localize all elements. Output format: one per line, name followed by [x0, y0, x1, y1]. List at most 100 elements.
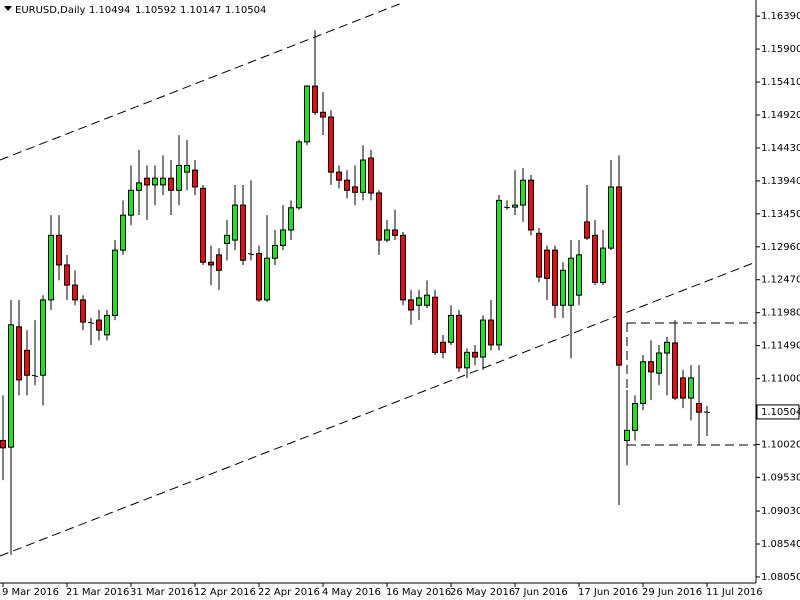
candle-body: [544, 249, 550, 279]
candle-body: [200, 187, 206, 263]
candle-body: [48, 234, 54, 301]
lower-channel-line: [0, 261, 757, 557]
candle-body: [56, 234, 62, 266]
candle-body: [560, 269, 566, 306]
x-tick-label: 26 May 2016: [450, 587, 515, 598]
candle-body: [632, 402, 638, 431]
y-tick-label: 1.11000: [761, 374, 800, 385]
price-box: [756, 404, 800, 420]
candle-body: [8, 324, 14, 448]
candle-body: [424, 294, 430, 306]
candle-body: [672, 342, 678, 399]
candle-body: [656, 352, 662, 374]
x-tick-label: 17 Jun 2016: [578, 587, 638, 598]
y-tick-label: 1.11490: [761, 341, 800, 352]
candle-body: [664, 341, 670, 354]
y-tick-label: 1.12960: [761, 242, 800, 253]
ohlc-close: 1.10504: [225, 5, 266, 16]
candle-body: [288, 207, 294, 231]
candle-body: [272, 244, 278, 259]
candle-body: [392, 229, 398, 236]
candle-body: [703, 411, 711, 414]
y-tick-label: 1.15410: [761, 77, 800, 88]
candle-body: [296, 141, 302, 209]
candle-body: [112, 249, 118, 316]
candle-body: [0, 439, 6, 449]
candle-body: [152, 177, 158, 186]
x-tick-label: 4 May 2016: [322, 587, 381, 598]
y-tick-label: 1.09030: [761, 506, 800, 517]
candle-body: [160, 177, 166, 186]
y-tick-label: 1.14430: [761, 143, 800, 154]
candle-body: [40, 299, 46, 376]
x-tick-label: 11 Jul 2016: [706, 587, 763, 598]
candle-body: [568, 257, 574, 306]
candle-body: [208, 261, 214, 266]
upper-channel-line: [0, 2, 403, 161]
candle-body: [216, 254, 222, 271]
candle-body: [120, 214, 126, 251]
candle-body: [72, 284, 78, 301]
candle-body: [360, 159, 366, 193]
candle-body: [552, 249, 558, 306]
candle-body: [600, 247, 606, 283]
x-tick-label: 22 Apr 2016: [258, 587, 320, 598]
candle-body: [96, 319, 102, 331]
candle-body: [136, 182, 142, 191]
y-tick-label: 1.16390: [761, 11, 800, 22]
candle-body: [184, 164, 190, 173]
candle-body: [680, 377, 686, 399]
candle-body: [344, 179, 350, 191]
y-tick-label: 1.13450: [761, 209, 800, 220]
candle-body: [280, 229, 286, 246]
candle-body: [64, 264, 70, 286]
y-tick-label: 1.10020: [761, 439, 800, 450]
candle-body: [480, 319, 486, 358]
menu-triangle[interactable]: [4, 6, 12, 11]
candle-body: [528, 179, 534, 231]
candle-body: [240, 204, 246, 261]
ohlc-high: 1.10592: [135, 5, 176, 16]
candle-body: [336, 171, 342, 181]
chart-title: EURUSD,Daily: [15, 5, 86, 16]
x-tick-label: 12 Apr 2016: [194, 587, 256, 598]
y-tick-label: 1.08540: [761, 539, 800, 550]
y-tick-label: 1.12470: [761, 275, 800, 286]
price-label: 1.10504: [761, 407, 800, 418]
candle-body: [520, 179, 526, 206]
x-tick-label: 31 Mar 2016: [130, 587, 193, 598]
candle-body: [440, 341, 446, 353]
candle-body: [576, 254, 582, 296]
candle-body: [176, 164, 182, 191]
candle-body: [320, 111, 326, 118]
candle-body: [144, 177, 150, 186]
candle-body: [87, 321, 95, 324]
x-tick-label: 29 Jun 2016: [642, 587, 702, 598]
candle-body: [247, 253, 255, 256]
candle-body: [304, 85, 310, 143]
candle-body: [448, 314, 454, 343]
candle-body: [312, 85, 318, 113]
candle-body: [464, 351, 470, 369]
candle-body: [408, 299, 414, 311]
candle-body: [648, 361, 654, 373]
x-tick-label: 21 Mar 2016: [66, 587, 129, 598]
candle-body: [328, 116, 334, 173]
candle-body: [168, 177, 174, 191]
candle-body: [536, 232, 542, 278]
y-tick-label: 1.08050: [761, 572, 800, 583]
candle-body: [496, 199, 502, 346]
candle-body: [472, 351, 478, 358]
candle-body: [376, 192, 382, 241]
candle-body: [104, 314, 110, 336]
candle-body: [696, 402, 702, 413]
candle-body: [80, 299, 86, 323]
y-tick-label: 1.15900: [761, 44, 800, 55]
candle-body: [232, 204, 238, 241]
y-tick-label: 1.13940: [761, 176, 800, 187]
candle-body: [503, 206, 511, 209]
ohlc-low: 1.10147: [180, 5, 221, 16]
x-tick-label: 9 Mar 2016: [2, 587, 59, 598]
candle-body: [224, 234, 230, 244]
